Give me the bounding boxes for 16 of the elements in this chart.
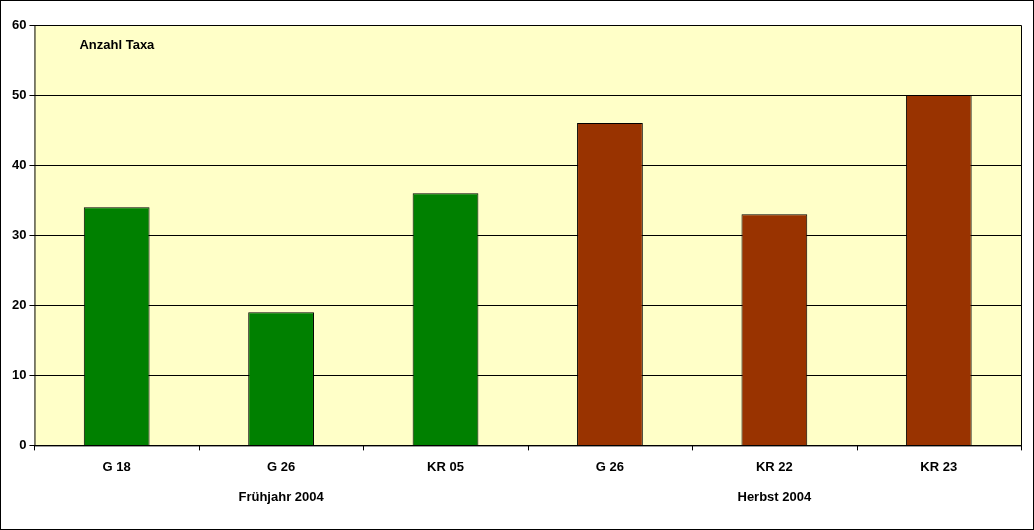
y-axis-title: Anzahl Taxa <box>79 36 156 52</box>
text: Herbst 2004 <box>737 488 812 504</box>
x-tick-label: KR 22 <box>755 458 793 474</box>
text: Frühjahr 2004 <box>238 488 325 504</box>
x-tick-label: KR 23 <box>920 458 958 474</box>
y-tick-label: 30 <box>11 226 27 242</box>
y-tick-label: 10 <box>11 366 27 382</box>
x-tick-label: G 26 <box>267 458 296 474</box>
y-tick-label: 0 <box>19 436 27 452</box>
y-tick-label: 40 <box>11 156 27 172</box>
x-tick-label: G 26 <box>595 458 625 474</box>
y-tick-label: 20 <box>11 296 27 312</box>
y-tick-label: 50 <box>11 86 27 102</box>
x-tick-label: G 18 <box>102 458 131 474</box>
x-tick-label: KR 05 <box>427 458 464 474</box>
y-tick-label: 60 <box>11 16 27 32</box>
